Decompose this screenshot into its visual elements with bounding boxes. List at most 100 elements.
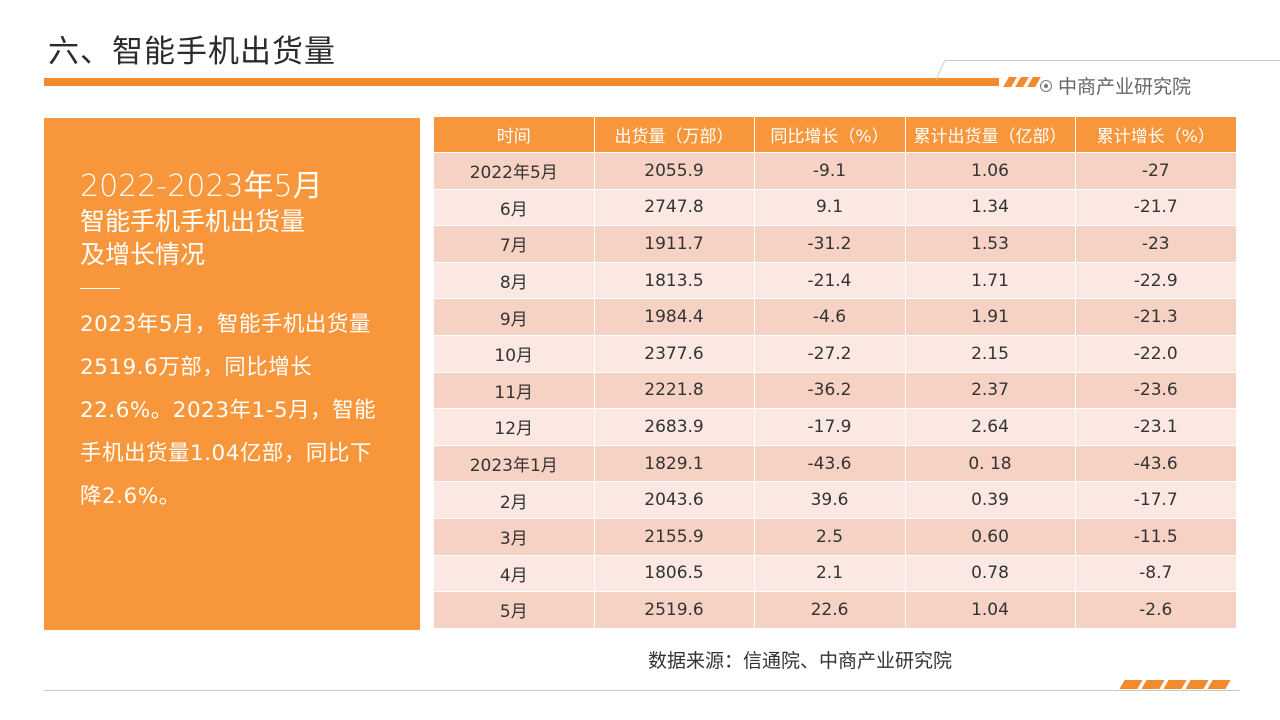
cell-time: 6月 <box>434 188 595 226</box>
cell-cumulative-growth: -17.7 <box>1075 481 1236 519</box>
column-header-cumulative-growth: 累计增长（%） <box>1075 117 1236 153</box>
cell-cumulative-shipments: 1.91 <box>905 298 1076 336</box>
table-row: 12月 2683.9 -17.9 2.64 -23.1 <box>434 408 1236 446</box>
panel-subtitle-line2: 及增长情况 <box>80 240 206 269</box>
panel-heading: 2022-2023年5月 <box>80 169 323 204</box>
cell-cumulative-shipments: 2.15 <box>905 334 1076 373</box>
cell-time: 12月 <box>434 408 595 446</box>
cell-cumulative-shipments: 0.39 <box>905 481 1076 519</box>
cell-shipments: 1813.5 <box>594 261 755 299</box>
cell-cumulative-shipments: 1.06 <box>905 152 1076 190</box>
cell-time: 5月 <box>434 591 595 628</box>
table-header-row: 时间 出货量（万部） 同比增长（%） 累计出货量（亿部） 累计增长（%） <box>434 117 1236 153</box>
cell-cumulative-shipments: 1.04 <box>905 591 1076 628</box>
cell-shipments: 2221.8 <box>594 371 755 409</box>
cell-yoy-growth: -9.1 <box>754 152 906 190</box>
cell-time: 2023年1月 <box>434 444 595 482</box>
cell-yoy-growth: 2.1 <box>754 554 906 592</box>
table-row: 10月 2377.6 -27.2 2.15 -22.0 <box>434 334 1236 373</box>
brand-logo: 中商产业研究院 <box>1040 72 1191 99</box>
cell-cumulative-growth: -21.7 <box>1075 188 1236 226</box>
panel-subtitle-line1: 智能手机手机出货量 <box>80 207 306 236</box>
cell-cumulative-growth: -8.7 <box>1075 554 1236 592</box>
cell-cumulative-shipments: 0.78 <box>905 554 1076 592</box>
cell-shipments: 2683.9 <box>594 408 755 446</box>
cell-time: 11月 <box>434 371 595 409</box>
table-row: 11月 2221.8 -36.2 2.37 -23.6 <box>434 371 1236 409</box>
cell-cumulative-shipments: 1.53 <box>905 225 1076 263</box>
cell-cumulative-growth: -23.1 <box>1075 408 1236 446</box>
table-row: 2022年5月 2055.9 -9.1 1.06 -27 <box>434 152 1236 190</box>
cell-time: 8月 <box>434 261 595 299</box>
cell-time: 3月 <box>434 517 595 556</box>
header-divider-slash <box>935 60 946 80</box>
cell-cumulative-growth: -27 <box>1075 152 1236 190</box>
page-title: 六、智能手机出货量 <box>48 34 336 70</box>
cell-yoy-growth: -27.2 <box>754 334 906 373</box>
cell-shipments: 2043.6 <box>594 481 755 519</box>
table-row: 2月 2043.6 39.6 0.39 -17.7 <box>434 481 1236 519</box>
cell-cumulative-shipments: 2.37 <box>905 371 1076 409</box>
cell-yoy-growth: -36.2 <box>754 371 906 409</box>
data-source-note: 数据来源：信通院、中商产业研究院 <box>648 650 953 672</box>
brand-name: 中商产业研究院 <box>1058 76 1192 98</box>
cell-shipments: 1806.5 <box>594 554 755 592</box>
cell-yoy-growth: 22.6 <box>754 591 906 628</box>
cell-time: 2022年5月 <box>434 152 595 190</box>
brand-circle-icon <box>1040 79 1052 92</box>
cell-shipments: 1829.1 <box>594 444 755 482</box>
header-stripes-decoration <box>1003 77 1041 87</box>
table-row: 4月 1806.5 2.1 0.78 -8.7 <box>434 554 1236 592</box>
cell-cumulative-shipments: 0. 18 <box>905 444 1076 482</box>
cell-cumulative-shipments: 2.64 <box>905 408 1076 446</box>
table-row: 9月 1984.4 -4.6 1.91 -21.3 <box>434 298 1236 336</box>
cell-yoy-growth: 39.6 <box>754 481 906 519</box>
column-header-yoy-growth: 同比增长（%） <box>754 117 906 153</box>
cell-shipments: 2747.8 <box>594 188 755 226</box>
panel-paragraph: 2023年5月，智能手机出货量2519.6万部，同比增长22.6%。2023年1… <box>80 312 377 509</box>
title-accent-bar <box>44 78 999 86</box>
cell-shipments: 2519.6 <box>594 591 755 628</box>
table-row: 5月 2519.6 22.6 1.04 -2.6 <box>434 591 1236 628</box>
header-divider-line <box>945 60 1280 61</box>
cell-shipments: 1984.4 <box>594 298 755 336</box>
cell-yoy-growth: -31.2 <box>754 225 906 263</box>
cell-cumulative-growth: -23 <box>1075 225 1236 263</box>
cell-time: 7月 <box>434 225 595 263</box>
cell-cumulative-growth: -11.5 <box>1075 517 1236 556</box>
cell-cumulative-growth: -2.6 <box>1075 591 1236 628</box>
table-row: 3月 2155.9 2.5 0.60 -11.5 <box>434 517 1236 556</box>
panel-divider <box>80 288 120 289</box>
column-header-shipments: 出货量（万部） <box>594 117 755 153</box>
cell-time: 2月 <box>434 481 595 519</box>
shipment-table: 时间 出货量（万部） 同比增长（%） 累计出货量（亿部） 累计增长（%） 202… <box>434 117 1236 628</box>
cell-cumulative-growth: -43.6 <box>1075 444 1236 482</box>
cell-shipments: 2377.6 <box>594 334 755 373</box>
cell-yoy-growth: -17.9 <box>754 408 906 446</box>
cell-yoy-growth: 9.1 <box>754 188 906 226</box>
table-row: 2023年1月 1829.1 -43.6 0. 18 -43.6 <box>434 444 1236 482</box>
cell-cumulative-growth: -23.6 <box>1075 371 1236 409</box>
cell-shipments: 2055.9 <box>594 152 755 190</box>
footer-stripes-decoration <box>1119 680 1231 689</box>
cell-cumulative-growth: -22.9 <box>1075 261 1236 299</box>
cell-yoy-growth: -43.6 <box>754 444 906 482</box>
cell-cumulative-shipments: 1.34 <box>905 188 1076 226</box>
cell-time: 9月 <box>434 298 595 336</box>
table-row: 8月 1813.5 -21.4 1.71 -22.9 <box>434 261 1236 299</box>
table-row: 7月 1911.7 -31.2 1.53 -23 <box>434 225 1236 263</box>
footer-divider-line <box>44 690 1240 691</box>
cell-yoy-growth: 2.5 <box>754 517 906 556</box>
cell-time: 4月 <box>434 554 595 592</box>
cell-shipments: 1911.7 <box>594 225 755 263</box>
cell-cumulative-shipments: 1.71 <box>905 261 1076 299</box>
cell-cumulative-shipments: 0.60 <box>905 517 1076 556</box>
column-header-cumulative-shipments: 累计出货量（亿部） <box>905 117 1076 153</box>
cell-yoy-growth: -21.4 <box>754 261 906 299</box>
cell-cumulative-growth: -21.3 <box>1075 298 1236 336</box>
cell-cumulative-growth: -22.0 <box>1075 334 1236 373</box>
cell-shipments: 2155.9 <box>594 517 755 556</box>
table-row: 6月 2747.8 9.1 1.34 -21.7 <box>434 188 1236 226</box>
column-header-time: 时间 <box>434 117 595 153</box>
cell-time: 10月 <box>434 334 595 373</box>
